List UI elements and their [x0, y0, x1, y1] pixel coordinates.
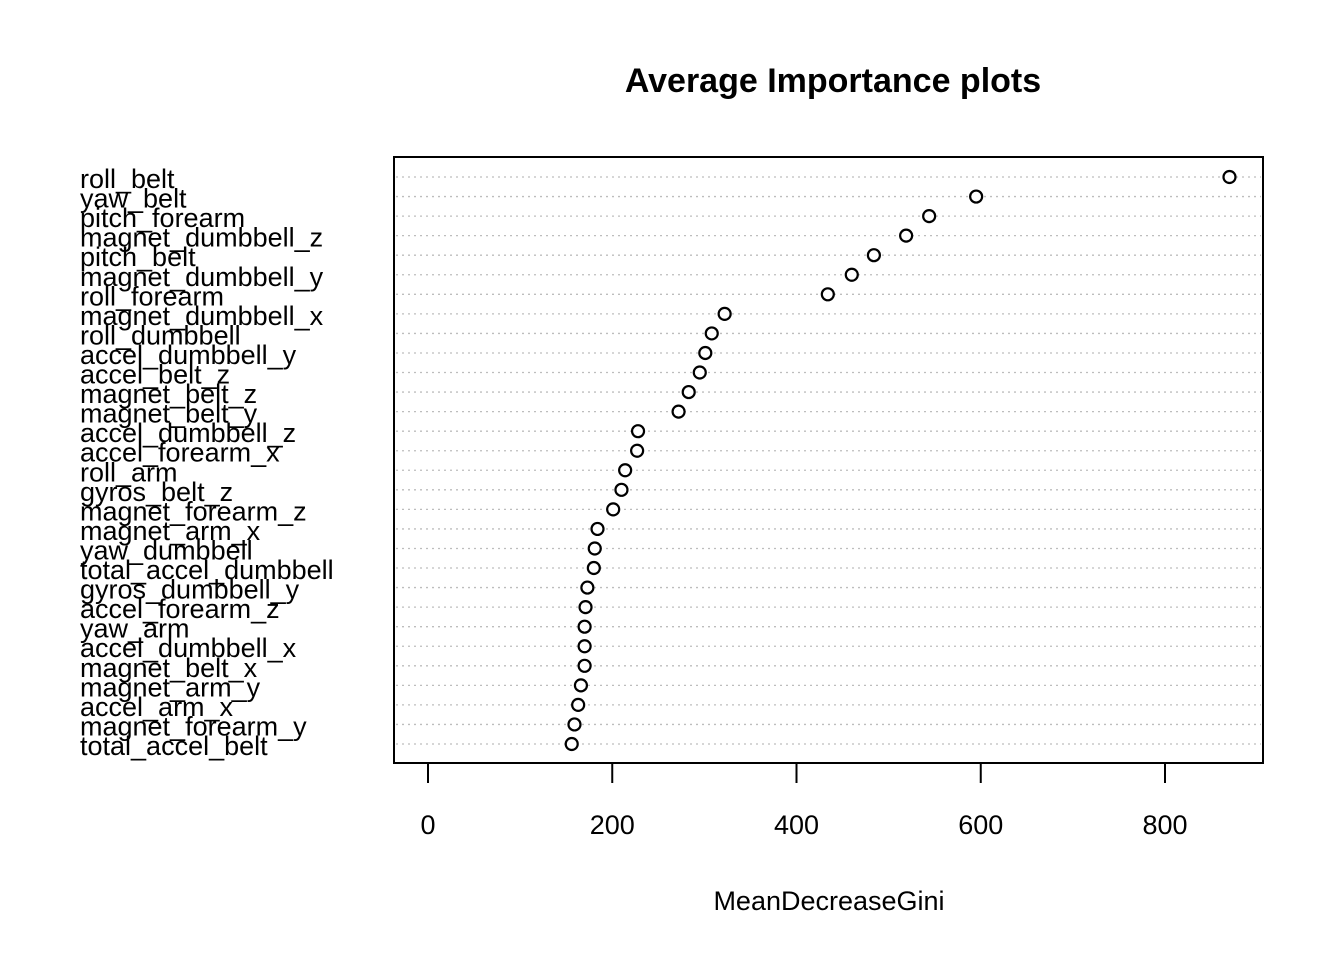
category-label: roll_dumbbell: [80, 320, 241, 350]
category-label: roll_arm: [80, 457, 178, 487]
data-point: [692, 365, 707, 380]
category-label: magnet_belt_x: [80, 653, 258, 683]
data-point: [587, 541, 602, 556]
data-point: [578, 600, 593, 615]
data-point: [571, 697, 586, 712]
category-label: magnet_dumbbell_y: [80, 262, 324, 292]
category-label: accel_arm_x: [80, 692, 234, 722]
data-point: [618, 463, 633, 478]
data-point: [580, 580, 595, 595]
data-point: [614, 482, 629, 497]
x-tick-label: 800: [1142, 810, 1187, 840]
category-label: accel_forearm_x: [80, 438, 280, 468]
category-label: accel_dumbbell_y: [80, 340, 297, 370]
data-point: [717, 306, 732, 321]
data-point: [573, 678, 589, 693]
category-label: pitch_forearm: [80, 203, 245, 233]
category-label: yaw_arm: [80, 614, 190, 644]
x-tick-label: 200: [590, 810, 635, 840]
data-point: [577, 619, 592, 634]
data-point: [698, 345, 713, 361]
category-labels: roll_beltyaw_beltpitch_forearmmagnet_dum…: [80, 164, 334, 761]
category-label: roll_belt: [80, 164, 175, 194]
category-label: magnet_forearm_z: [80, 496, 307, 526]
data-point: [922, 209, 937, 224]
category-label: magnet_arm_y: [80, 672, 261, 702]
category-label: total_accel_belt: [80, 731, 268, 761]
data-point: [577, 658, 592, 673]
data-point: [1222, 169, 1237, 185]
category-label: yaw_dumbbell: [80, 535, 253, 565]
data-point: [577, 639, 592, 654]
category-label: magnet_arm_x: [80, 516, 261, 546]
category-label: gyros_dumbbell_y: [80, 575, 300, 605]
category-label: roll_forearm: [80, 281, 224, 311]
data-point: [820, 287, 835, 302]
data-point: [671, 404, 686, 419]
data-point: [586, 560, 601, 576]
category-label: magnet_belt_z: [80, 379, 257, 409]
data-point: [630, 443, 645, 458]
category-label: gyros_belt_z: [80, 477, 233, 507]
data-point: [704, 326, 719, 341]
data-point: [606, 502, 621, 517]
plot-frame: [393, 156, 1264, 764]
x-tick-label: 600: [958, 810, 1003, 840]
data-point: [844, 267, 859, 282]
data-points: [564, 169, 1237, 752]
category-label: magnet_dumbbell_x: [80, 301, 324, 331]
category-label: accel_dumbbell_x: [80, 633, 297, 663]
category-label: yaw_belt: [80, 184, 187, 214]
chart-title: Average Importance plots: [625, 62, 1041, 100]
data-point: [681, 384, 696, 400]
category-label: total_accel_dumbbell: [80, 555, 334, 585]
data-point: [899, 228, 914, 243]
x-axis: 0 200 400 600 800: [420, 762, 1188, 840]
x-tick-label: 400: [774, 810, 819, 840]
category-label: magnet_forearm_y: [80, 711, 307, 741]
x-tick-label: 0: [420, 810, 435, 840]
category-label: magnet_dumbbell_z: [80, 223, 323, 253]
category-label: accel_belt_z: [80, 360, 230, 390]
gridlines: [396, 176, 1261, 745]
data-point: [866, 248, 881, 263]
category-label: magnet_belt_y: [80, 399, 258, 429]
data-point: [564, 736, 579, 752]
data-point: [630, 424, 646, 439]
category-label: accel_dumbbell_z: [80, 418, 296, 448]
data-point: [567, 717, 582, 732]
data-point: [969, 189, 984, 204]
data-point: [590, 521, 605, 537]
category-label: pitch_belt: [80, 242, 196, 272]
x-axis-title: MeanDecreaseGini: [713, 886, 944, 916]
category-label: accel_forearm_z: [80, 594, 280, 624]
